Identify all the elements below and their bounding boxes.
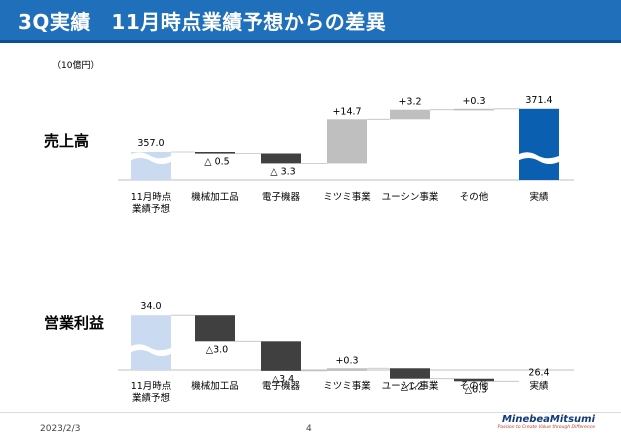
category-label: その他 bbox=[460, 380, 489, 392]
end-bar bbox=[519, 108, 559, 180]
start-bar bbox=[131, 315, 171, 370]
data-label: △0.3 bbox=[465, 384, 487, 395]
category-label: 電子機器 bbox=[262, 191, 301, 203]
category-label: ミツミ事業 bbox=[323, 191, 371, 203]
unit-label: （10億円） bbox=[52, 61, 100, 71]
company-logo: MinebeaMitsumi Passion to Create Value t… bbox=[495, 414, 595, 430]
category-label: 11月時点 bbox=[131, 192, 172, 203]
data-label: △3.4 bbox=[272, 374, 294, 385]
axis-break-mark bbox=[517, 153, 561, 164]
page-number: 4 bbox=[306, 424, 312, 434]
axis-break-mark bbox=[129, 345, 173, 356]
delta-bar bbox=[195, 315, 235, 342]
delta-bar bbox=[327, 368, 367, 371]
data-label: △ 3.3 bbox=[270, 166, 295, 177]
category-label: ユーシン事業 bbox=[382, 380, 439, 392]
category-label: 機械加工品 bbox=[191, 191, 239, 203]
data-label: △ 0.5 bbox=[204, 157, 229, 168]
data-label: △1.2 bbox=[401, 382, 423, 393]
delta-bar bbox=[454, 108, 494, 111]
axis-break-mark bbox=[129, 153, 173, 164]
delta-bar bbox=[327, 119, 367, 164]
axis-break-mark bbox=[517, 345, 561, 356]
axis-break-edge bbox=[128, 152, 174, 160]
category-label: その他 bbox=[460, 191, 489, 203]
category-label: ユーシン事業 bbox=[382, 191, 439, 203]
category-label: 電子機器 bbox=[262, 380, 301, 392]
category-label: 業績予想 bbox=[132, 392, 171, 404]
category-label: 実績 bbox=[529, 380, 549, 392]
category-label: 業績予想 bbox=[132, 203, 171, 215]
delta-bar bbox=[390, 368, 430, 379]
delta-bar bbox=[261, 341, 301, 371]
data-label: +0.3 bbox=[462, 96, 485, 107]
page-title: 3Q実績 11月時点業績予想からの差異 bbox=[18, 10, 387, 34]
axis-break-edge bbox=[128, 344, 174, 352]
data-label: +3.2 bbox=[398, 97, 421, 108]
data-label: 357.0 bbox=[137, 138, 164, 149]
title-bar: 3Q実績 11月時点業績予想からの差異 bbox=[0, 0, 621, 40]
category-label: 11月時点 bbox=[131, 381, 172, 392]
delta-bar bbox=[195, 152, 235, 154]
data-label: 34.0 bbox=[140, 301, 161, 312]
footer-date: 2023/2/3 bbox=[40, 424, 81, 434]
axis-break-edge bbox=[516, 344, 562, 352]
logo-tagline: Passion to Create Value through Differen… bbox=[497, 425, 595, 430]
sales-row-label: 売上高 bbox=[44, 132, 90, 150]
data-label: +14.7 bbox=[332, 106, 361, 117]
data-label: +0.3 bbox=[335, 355, 358, 366]
logo-wordmark: MinebeaMitsumi bbox=[501, 414, 595, 425]
delta-bar bbox=[390, 109, 430, 120]
data-label: 26.4 bbox=[528, 367, 549, 378]
category-label: 機械加工品 bbox=[191, 380, 239, 392]
category-label: 実績 bbox=[529, 191, 549, 203]
axis-break-edge bbox=[516, 152, 562, 160]
delta-bar bbox=[261, 153, 301, 164]
data-label: △3.0 bbox=[206, 344, 228, 355]
delta-bar bbox=[454, 378, 494, 382]
data-label: 371.4 bbox=[525, 95, 552, 106]
category-label: ミツミ事業 bbox=[323, 380, 371, 392]
footer-divider bbox=[0, 412, 621, 413]
title-underline bbox=[0, 40, 621, 43]
profit-row-label: 営業利益 bbox=[44, 314, 105, 332]
